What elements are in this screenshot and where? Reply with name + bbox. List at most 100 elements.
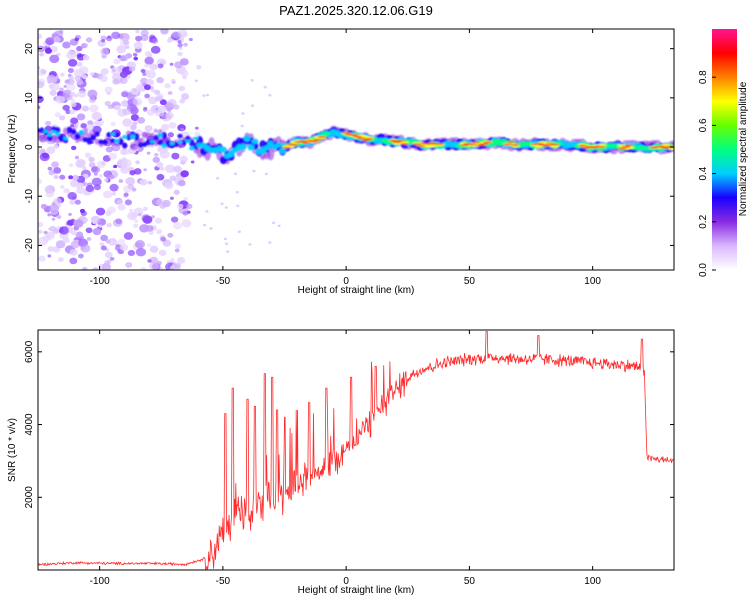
noise-speckle [109,183,119,192]
noise-speckle [130,124,137,131]
y-axis-ticks: -20 -10 0 10 20 [24,43,674,253]
noise-speckle [268,241,272,244]
noise-speckle [101,39,106,43]
noise-speckle [53,175,59,180]
noise-speckle [82,54,90,61]
y-axis-label: Frequency (Hz) [7,115,18,184]
noise-speckle [122,185,132,193]
x-tick-label: -100 [90,276,110,287]
noise-speckle [71,230,77,236]
track-blob [301,142,311,144]
noise-speckle [45,189,55,198]
noise-speckle [85,227,93,234]
noise-speckle [123,192,129,197]
y-tick-label: -20 [24,238,35,253]
track-blob [341,132,351,134]
noise-speckle [167,109,172,113]
noise-speckle [38,105,41,109]
noise-speckle [100,234,109,242]
track-blob [137,142,144,148]
noise-speckle [78,66,89,75]
noise-speckle [112,78,120,85]
track-blob [161,143,167,149]
track-blob [550,144,560,148]
noise-speckle [111,191,117,196]
noise-speckle [69,109,76,115]
noise-speckle [144,63,149,68]
noise-speckle [85,37,93,43]
noise-speckle [132,121,138,126]
noise-speckle [70,101,77,108]
noise-speckle [81,74,88,80]
track-blob [577,144,587,147]
noise-speckle [129,208,134,213]
x-axis-ticks: -100 -50 0 50 100 [90,330,601,587]
noise-speckle [77,253,84,259]
noise-speckle [124,199,133,206]
noise-speckle [70,240,80,249]
noise-speckle [133,56,139,61]
noise-speckle [126,262,131,267]
noise-speckle [70,124,75,128]
track-blob [153,138,159,147]
noise-speckle [178,85,186,92]
noise-speckle [92,220,97,225]
track-blob [282,146,291,149]
noise-speckle [149,256,159,264]
snr-frame [37,329,675,571]
noise-speckle [153,129,159,133]
track-blob [157,133,163,138]
noise-speckle [50,91,57,96]
noise-speckle [156,229,163,235]
track-blob [51,134,57,143]
y-tick-label: -10 [24,189,35,204]
noise-speckle [40,203,48,210]
noise-speckle [70,218,75,222]
track-blob [98,139,104,145]
noise-speckle [76,53,85,61]
track-blob [55,134,61,144]
track-blob [289,144,299,146]
noise-speckle [135,247,147,257]
noise-speckle [202,223,207,227]
track-blob [491,138,500,143]
noise-speckle [80,244,91,253]
noise-speckle [58,29,64,34]
frequency-track-layer [38,125,674,165]
noise-speckle [49,225,57,232]
noise-speckle [69,257,78,265]
noise-speckle [104,178,109,182]
noise-speckle [177,40,182,44]
noise-speckle [117,238,126,246]
track-blob [487,142,496,147]
track-blob [349,134,358,136]
noise-speckle [135,29,140,34]
noise-speckle [55,95,66,104]
y-tick-label: 20 [24,43,35,55]
track-blob [475,144,485,147]
noise-speckle [152,64,159,70]
noise-speckle [74,75,82,82]
noise-speckle [89,97,96,104]
noise-speckle [68,163,74,168]
track-blob [471,141,481,144]
noise-speckle [133,223,139,229]
noise-speckle [145,70,156,79]
noise-speckle [69,91,76,97]
noise-speckle [109,256,115,261]
noise-speckle [235,190,239,194]
noise-speckle [248,243,252,246]
track-blob [357,137,366,140]
colorbar-tick-label: 0.0 [698,263,709,277]
track-blob [165,140,171,147]
noise-speckle [194,131,201,137]
track-blob [94,131,100,137]
noise-speckle [53,36,61,43]
noise-speckle [224,206,228,209]
noise-speckle [92,267,99,270]
track-blob [251,138,259,145]
noise-speckle [76,45,83,52]
noise-speckle [205,93,210,97]
track-blob [47,133,53,137]
track-blob [185,139,191,144]
